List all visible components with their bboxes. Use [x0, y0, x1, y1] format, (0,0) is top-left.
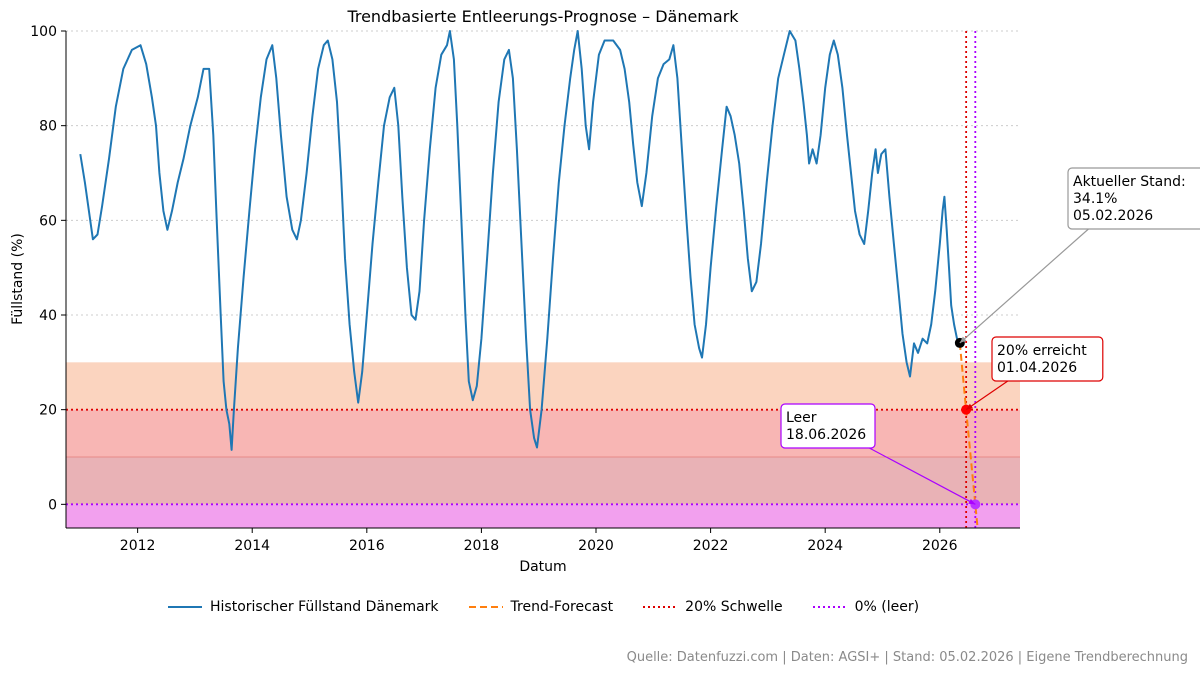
x-tick-label: 2014 [234, 538, 270, 554]
y-tick-label: 100 [30, 24, 57, 40]
annotation-box [780, 403, 876, 449]
x-tick-label: 2020 [578, 538, 614, 554]
legend-label: Trend-Forecast [510, 599, 614, 615]
y-axis-label: Füllstand (%) [10, 233, 26, 325]
chart: 0 20 40 60 80 100 2012 2014 2016 2018 2020 2022 2024… [10, 7, 1200, 575]
annotation-arrowhead [968, 498, 976, 505]
y-tick-label: 40 [39, 308, 57, 324]
y-tick-label: 0 [48, 497, 57, 513]
x-tick-label: 2018 [464, 538, 500, 554]
annotation-arrowhead [959, 336, 967, 343]
axes: 0 20 40 60 80 100 2012 2014 2016 2018 2020 2022 2024… [30, 24, 1020, 554]
annotation-arrowhead [966, 403, 973, 410]
legend-item-forecast: Trend-Forecast [468, 599, 614, 615]
legend-item-empty: 0% (leer) [812, 599, 920, 615]
annotation-box [991, 336, 1104, 382]
legend-label: Historischer Füllstand Dänemark [210, 599, 439, 615]
annotation-text: 05.02.2026 [1073, 208, 1153, 224]
legend-line-icon [168, 606, 202, 608]
legend-dashed-line-icon [468, 606, 503, 608]
legend: Historischer Füllstand Dänemark Trend-Fo… [168, 596, 949, 618]
annotation-text: Aktueller Stand: [1073, 174, 1186, 190]
series [79, 30, 979, 529]
legend-label: 0% (leer) [854, 599, 920, 615]
forecast-series-line [958, 342, 979, 529]
legend-item-historical: Historischer Füllstand Dänemark [168, 599, 439, 615]
x-axis-label: Datum [519, 559, 566, 575]
legend-item-20-threshold: 20% Schwelle [643, 599, 783, 615]
annotation-text: 18.06.2026 [786, 427, 866, 443]
source-footnote: Quelle: Datenfuzzi.com | Daten: AGSI+ | … [626, 650, 1188, 665]
historical-series-line [79, 30, 961, 451]
annotation-arrow [857, 441, 976, 505]
legend-dotted-line-icon [643, 606, 678, 608]
x-tick-label: 2026 [922, 538, 958, 554]
annotation-text: 01.04.2026 [997, 360, 1077, 376]
annotation-arrow [959, 224, 1094, 344]
x-tick-label: 2024 [807, 538, 843, 554]
legend-dotted-line-icon [812, 606, 847, 608]
zone-band [66, 457, 1020, 505]
zone-band [66, 409, 1020, 457]
x-tick-label: 2022 [693, 538, 729, 554]
annotation-text: 20% erreicht [997, 343, 1087, 359]
zone-band [66, 504, 1020, 528]
annotations: Aktueller Stand:34.1%05.02.2026 20% errei… [780, 167, 1200, 505]
annotation-text: 34.1% [1073, 191, 1117, 207]
annotation-box [1067, 167, 1200, 230]
y-tick-label: 20 [39, 403, 57, 419]
annotation-text: Leer [786, 410, 817, 426]
chart-title: Trendbasierte Entleerungs-Prognose – Dän… [346, 7, 739, 26]
x-tick-label: 2016 [349, 538, 385, 554]
x-tick-label: 2012 [120, 538, 156, 554]
y-tick-label: 60 [39, 213, 57, 229]
y-tick-label: 80 [39, 119, 57, 135]
legend-label: 20% Schwelle [685, 599, 783, 615]
